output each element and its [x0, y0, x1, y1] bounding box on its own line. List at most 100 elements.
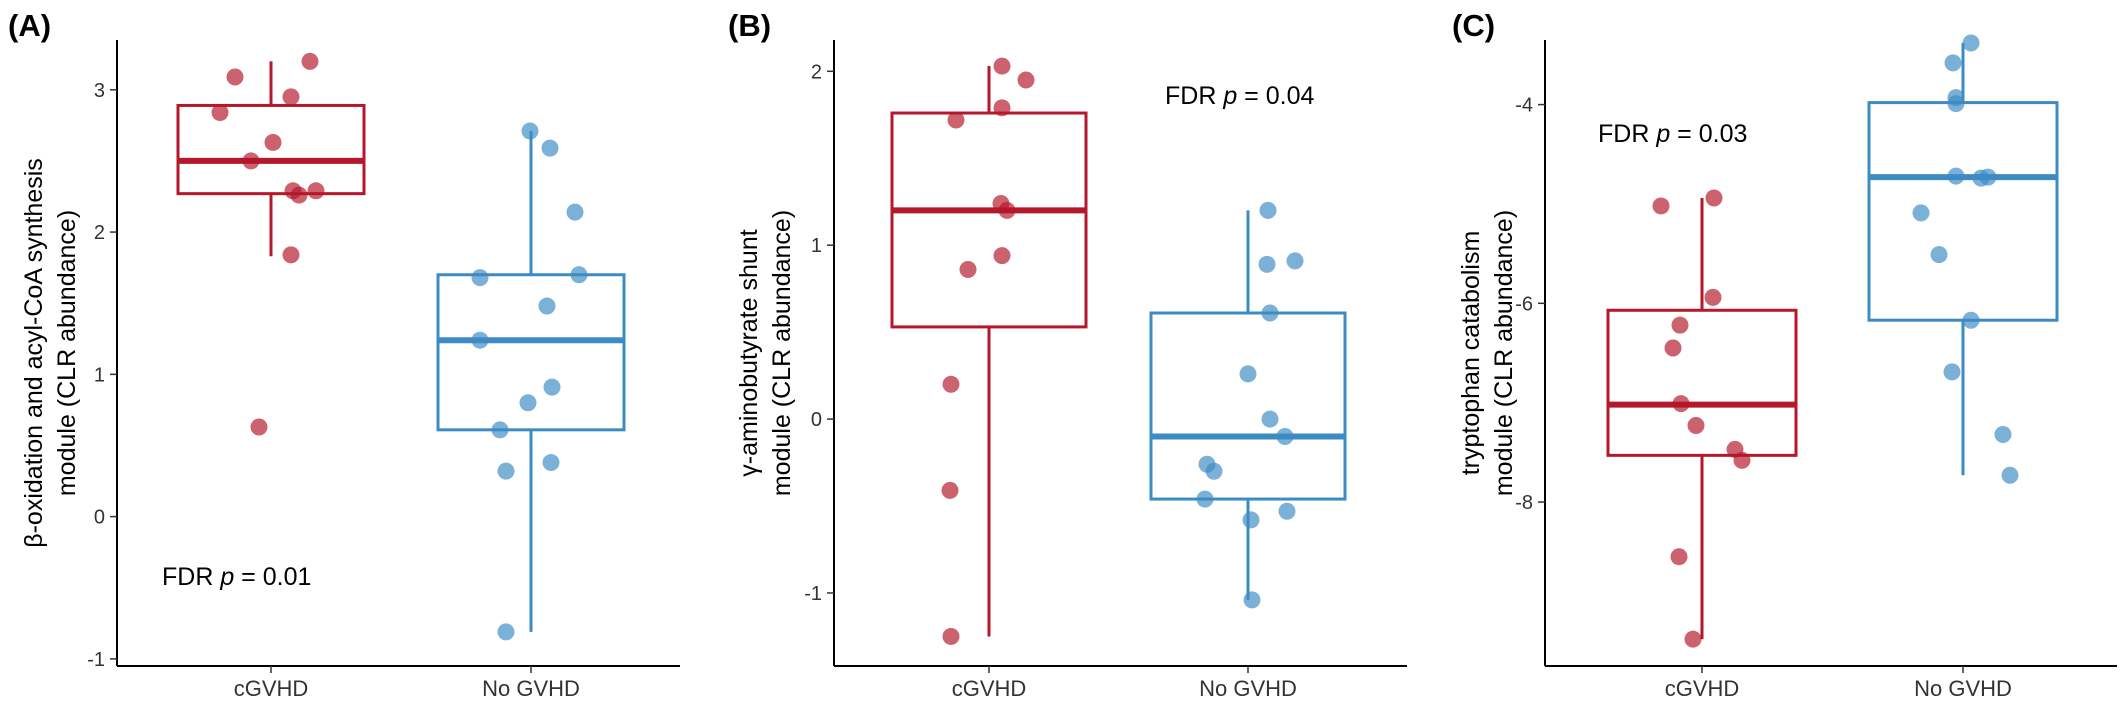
x-tick-label-no-gvhd: No GVHD	[482, 676, 580, 701]
data-point-cgvhd	[226, 68, 244, 86]
data-point-no-gvhd	[1994, 425, 2012, 443]
panel-b: -1 0 1 2 γ-aminobutyrate shunt module (CLR ab…	[728, 8, 1407, 701]
panel-label: (A)	[8, 8, 51, 43]
data-point-cgvhd	[947, 111, 965, 129]
data-point-no-gvhd	[1947, 167, 1965, 185]
data-point-no-gvhd	[1286, 252, 1304, 270]
data-point-no-gvhd	[1962, 311, 1980, 329]
y-tick-label: 1	[811, 235, 822, 257]
data-point-no-gvhd	[519, 394, 537, 412]
data-point-cgvhd	[307, 182, 325, 200]
data-point-cgvhd	[998, 201, 1016, 219]
y-tick-label: -6	[1515, 293, 1533, 315]
data-point-cgvhd	[993, 57, 1011, 75]
data-point-no-gvhd	[1259, 201, 1277, 219]
data-point-cgvhd	[942, 627, 960, 645]
data-point-no-gvhd	[1239, 365, 1257, 383]
y-tick-label: -1	[804, 583, 822, 605]
panel-label: (B)	[728, 8, 771, 43]
data-point-cgvhd	[941, 481, 959, 499]
data-point-cgvhd	[1705, 189, 1723, 207]
data-point-no-gvhd	[2001, 466, 2019, 484]
data-point-no-gvhd	[1944, 54, 1962, 72]
data-point-no-gvhd	[1205, 462, 1223, 480]
box-cgvhd	[890, 111, 1088, 329]
data-point-no-gvhd	[471, 269, 489, 287]
data-point-no-gvhd	[1261, 304, 1279, 322]
data-point-no-gvhd	[1278, 502, 1296, 520]
y-tick-label: 2	[94, 222, 105, 244]
y-axis-title: tryptophan catabolism	[1457, 231, 1485, 476]
data-point-cgvhd	[1687, 417, 1705, 435]
data-point-cgvhd	[282, 246, 300, 264]
x-tick-label-no-gvhd: No GVHD	[1199, 676, 1297, 701]
y-axis-title: module (CLR abundance)	[1490, 210, 1518, 496]
data-point-cgvhd	[1652, 197, 1670, 215]
data-point-cgvhd	[1704, 288, 1722, 306]
panel-label: (C)	[1452, 8, 1495, 43]
data-point-cgvhd	[290, 186, 308, 204]
data-point-no-gvhd	[1258, 255, 1276, 273]
data-point-no-gvhd	[1912, 204, 1930, 222]
data-point-no-gvhd	[497, 623, 515, 641]
y-axis-title: γ-aminobutyrate shunt	[735, 229, 763, 476]
y-axis-title: β-oxidation and acyl-CoA synthesis	[20, 158, 48, 548]
data-point-no-gvhd	[542, 454, 560, 472]
data-point-cgvhd	[264, 133, 282, 151]
data-point-cgvhd	[1017, 71, 1035, 89]
data-point-cgvhd	[942, 375, 960, 393]
data-point-no-gvhd	[570, 266, 588, 284]
data-point-no-gvhd	[543, 378, 561, 396]
y-tick-label: -4	[1515, 95, 1533, 117]
panel-a: -1 0 1 2 3 β-oxidation and acyl-CoA synthesis…	[8, 8, 680, 701]
data-point-no-gvhd	[541, 139, 559, 157]
data-point-no-gvhd	[1243, 591, 1261, 609]
data-point-cgvhd	[993, 99, 1011, 117]
y-tick-label: 2	[811, 61, 822, 83]
data-point-no-gvhd	[1947, 95, 1965, 113]
data-point-cgvhd	[211, 104, 229, 122]
data-point-no-gvhd	[1962, 34, 1980, 52]
fdr-annotation: FDR p = 0.03	[1598, 120, 1747, 148]
fdr-annotation: FDR p = 0.04	[1165, 82, 1314, 110]
data-point-cgvhd	[1664, 339, 1682, 357]
panel-c: -8 -6 -4 tryptophan catabolism module (CLR a…	[1452, 8, 2117, 701]
box-cgvhd	[176, 103, 366, 196]
data-point-no-gvhd	[471, 331, 489, 349]
y-tick-label: 1	[94, 364, 105, 386]
data-point-no-gvhd	[1979, 168, 1997, 186]
data-point-no-gvhd	[1242, 511, 1260, 529]
data-point-no-gvhd	[497, 462, 515, 480]
data-point-cgvhd	[282, 88, 300, 106]
data-point-no-gvhd	[1930, 246, 1948, 264]
data-point-cgvhd	[250, 418, 268, 436]
data-point-no-gvhd	[491, 421, 509, 439]
data-point-cgvhd	[1670, 548, 1688, 566]
x-tick-label-cgvhd: cGVHD	[952, 676, 1027, 701]
data-point-cgvhd	[1684, 630, 1702, 648]
data-point-no-gvhd	[1943, 363, 1961, 381]
x-tick-label-cgvhd: cGVHD	[234, 676, 309, 701]
box-no-gvhd	[1149, 311, 1347, 501]
data-point-cgvhd	[242, 152, 260, 170]
data-point-cgvhd	[993, 247, 1011, 265]
y-tick-label: 0	[811, 409, 822, 431]
data-point-cgvhd	[1672, 395, 1690, 413]
data-point-cgvhd	[1733, 451, 1751, 469]
y-axis-title: module (CLR abundance)	[53, 210, 81, 496]
y-axis-title: module (CLR abundance)	[768, 210, 796, 496]
data-point-no-gvhd	[1196, 490, 1214, 508]
box-no-gvhd	[436, 273, 626, 432]
y-tick-label: 0	[94, 507, 105, 529]
box-cgvhd	[1606, 308, 1798, 457]
data-point-no-gvhd	[521, 122, 539, 140]
box-no-gvhd	[1867, 101, 2059, 322]
y-tick-label: -1	[87, 649, 105, 671]
data-point-cgvhd	[301, 52, 319, 70]
data-point-no-gvhd	[566, 203, 584, 221]
y-tick-label: -8	[1515, 492, 1533, 514]
data-point-no-gvhd	[538, 297, 556, 315]
fdr-annotation: FDR p = 0.01	[162, 563, 311, 591]
data-point-cgvhd	[959, 261, 977, 279]
